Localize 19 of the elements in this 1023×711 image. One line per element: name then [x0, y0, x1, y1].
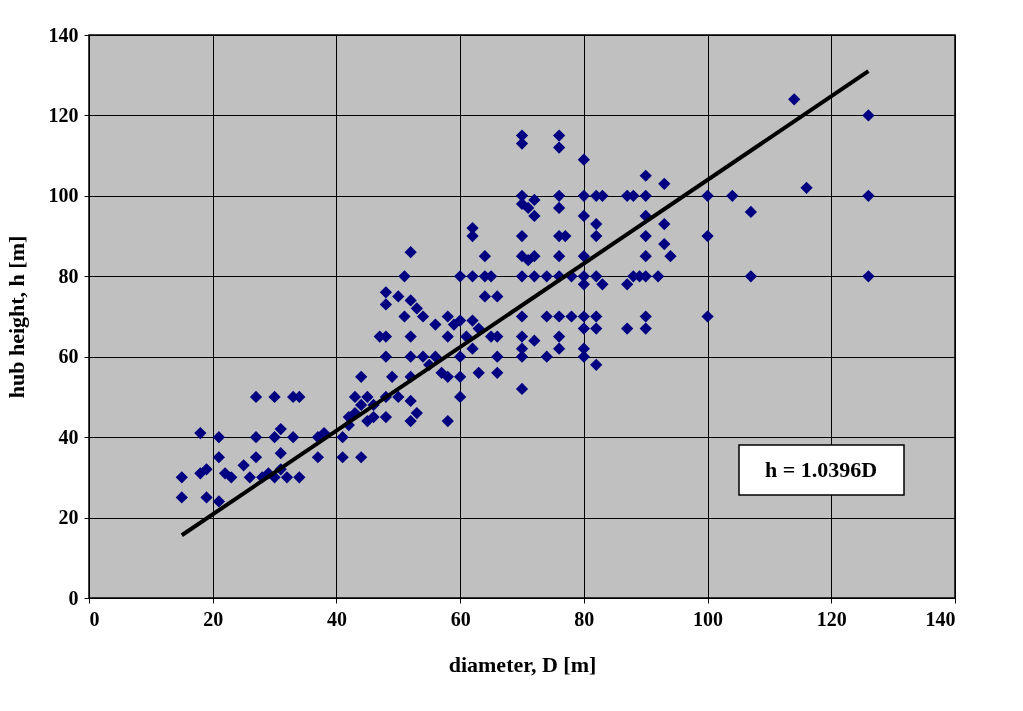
y-tick-label: 20 — [58, 506, 79, 529]
y-tick-label: 60 — [58, 345, 79, 368]
y-axis-title: hub height, h [m] — [3, 235, 29, 399]
x-tick-label: 120 — [816, 607, 847, 630]
y-tick-label: 120 — [48, 103, 79, 126]
x-tick-label: 140 — [925, 607, 956, 630]
y-tick-label: 140 — [48, 23, 79, 46]
y-tick-label: 40 — [58, 425, 79, 448]
x-tick-label: 80 — [574, 607, 595, 630]
y-tick-label: 0 — [68, 586, 79, 609]
annotation: h = 1.0396D — [764, 457, 878, 482]
x-tick-label: 20 — [203, 607, 224, 630]
y-tick-label: 80 — [58, 264, 79, 287]
x-tick-label: 40 — [326, 607, 347, 630]
x-tick-label: 0 — [89, 607, 100, 630]
x-tick-label: 100 — [693, 607, 724, 630]
x-axis-title: diameter, D [m] — [448, 651, 597, 677]
y-tick-label: 100 — [48, 184, 79, 207]
x-tick-label: 60 — [450, 607, 471, 630]
